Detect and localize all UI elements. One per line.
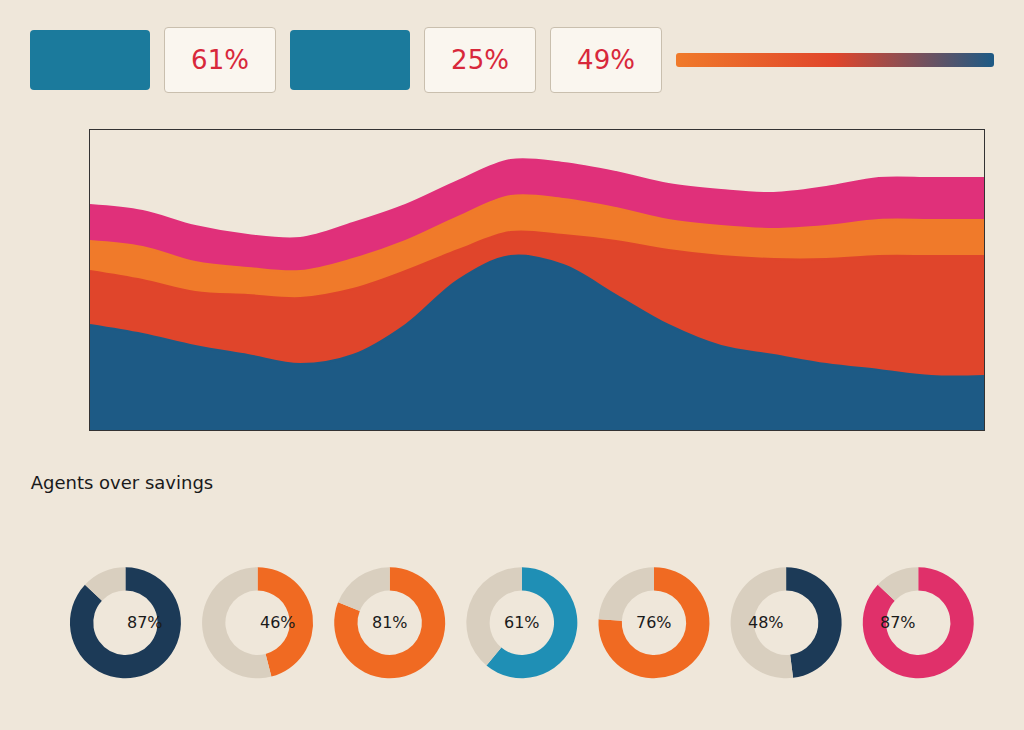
svg-text:87%: 87% [127, 613, 163, 632]
svg-text:Agents over savings: Agents over savings [31, 472, 214, 493]
svg-text:81%: 81% [372, 613, 408, 632]
svg-text:48%: 48% [748, 613, 784, 632]
html-text:61%: 61% [191, 45, 249, 75]
html-text:25%: 25% [451, 45, 509, 75]
svg-text:87%: 87% [880, 613, 916, 632]
svg-text:76%: 76% [636, 613, 672, 632]
svg-text:46%: 46% [260, 613, 296, 632]
html-text:49%: 49% [577, 45, 635, 75]
svg-text:61%: 61% [504, 613, 540, 632]
